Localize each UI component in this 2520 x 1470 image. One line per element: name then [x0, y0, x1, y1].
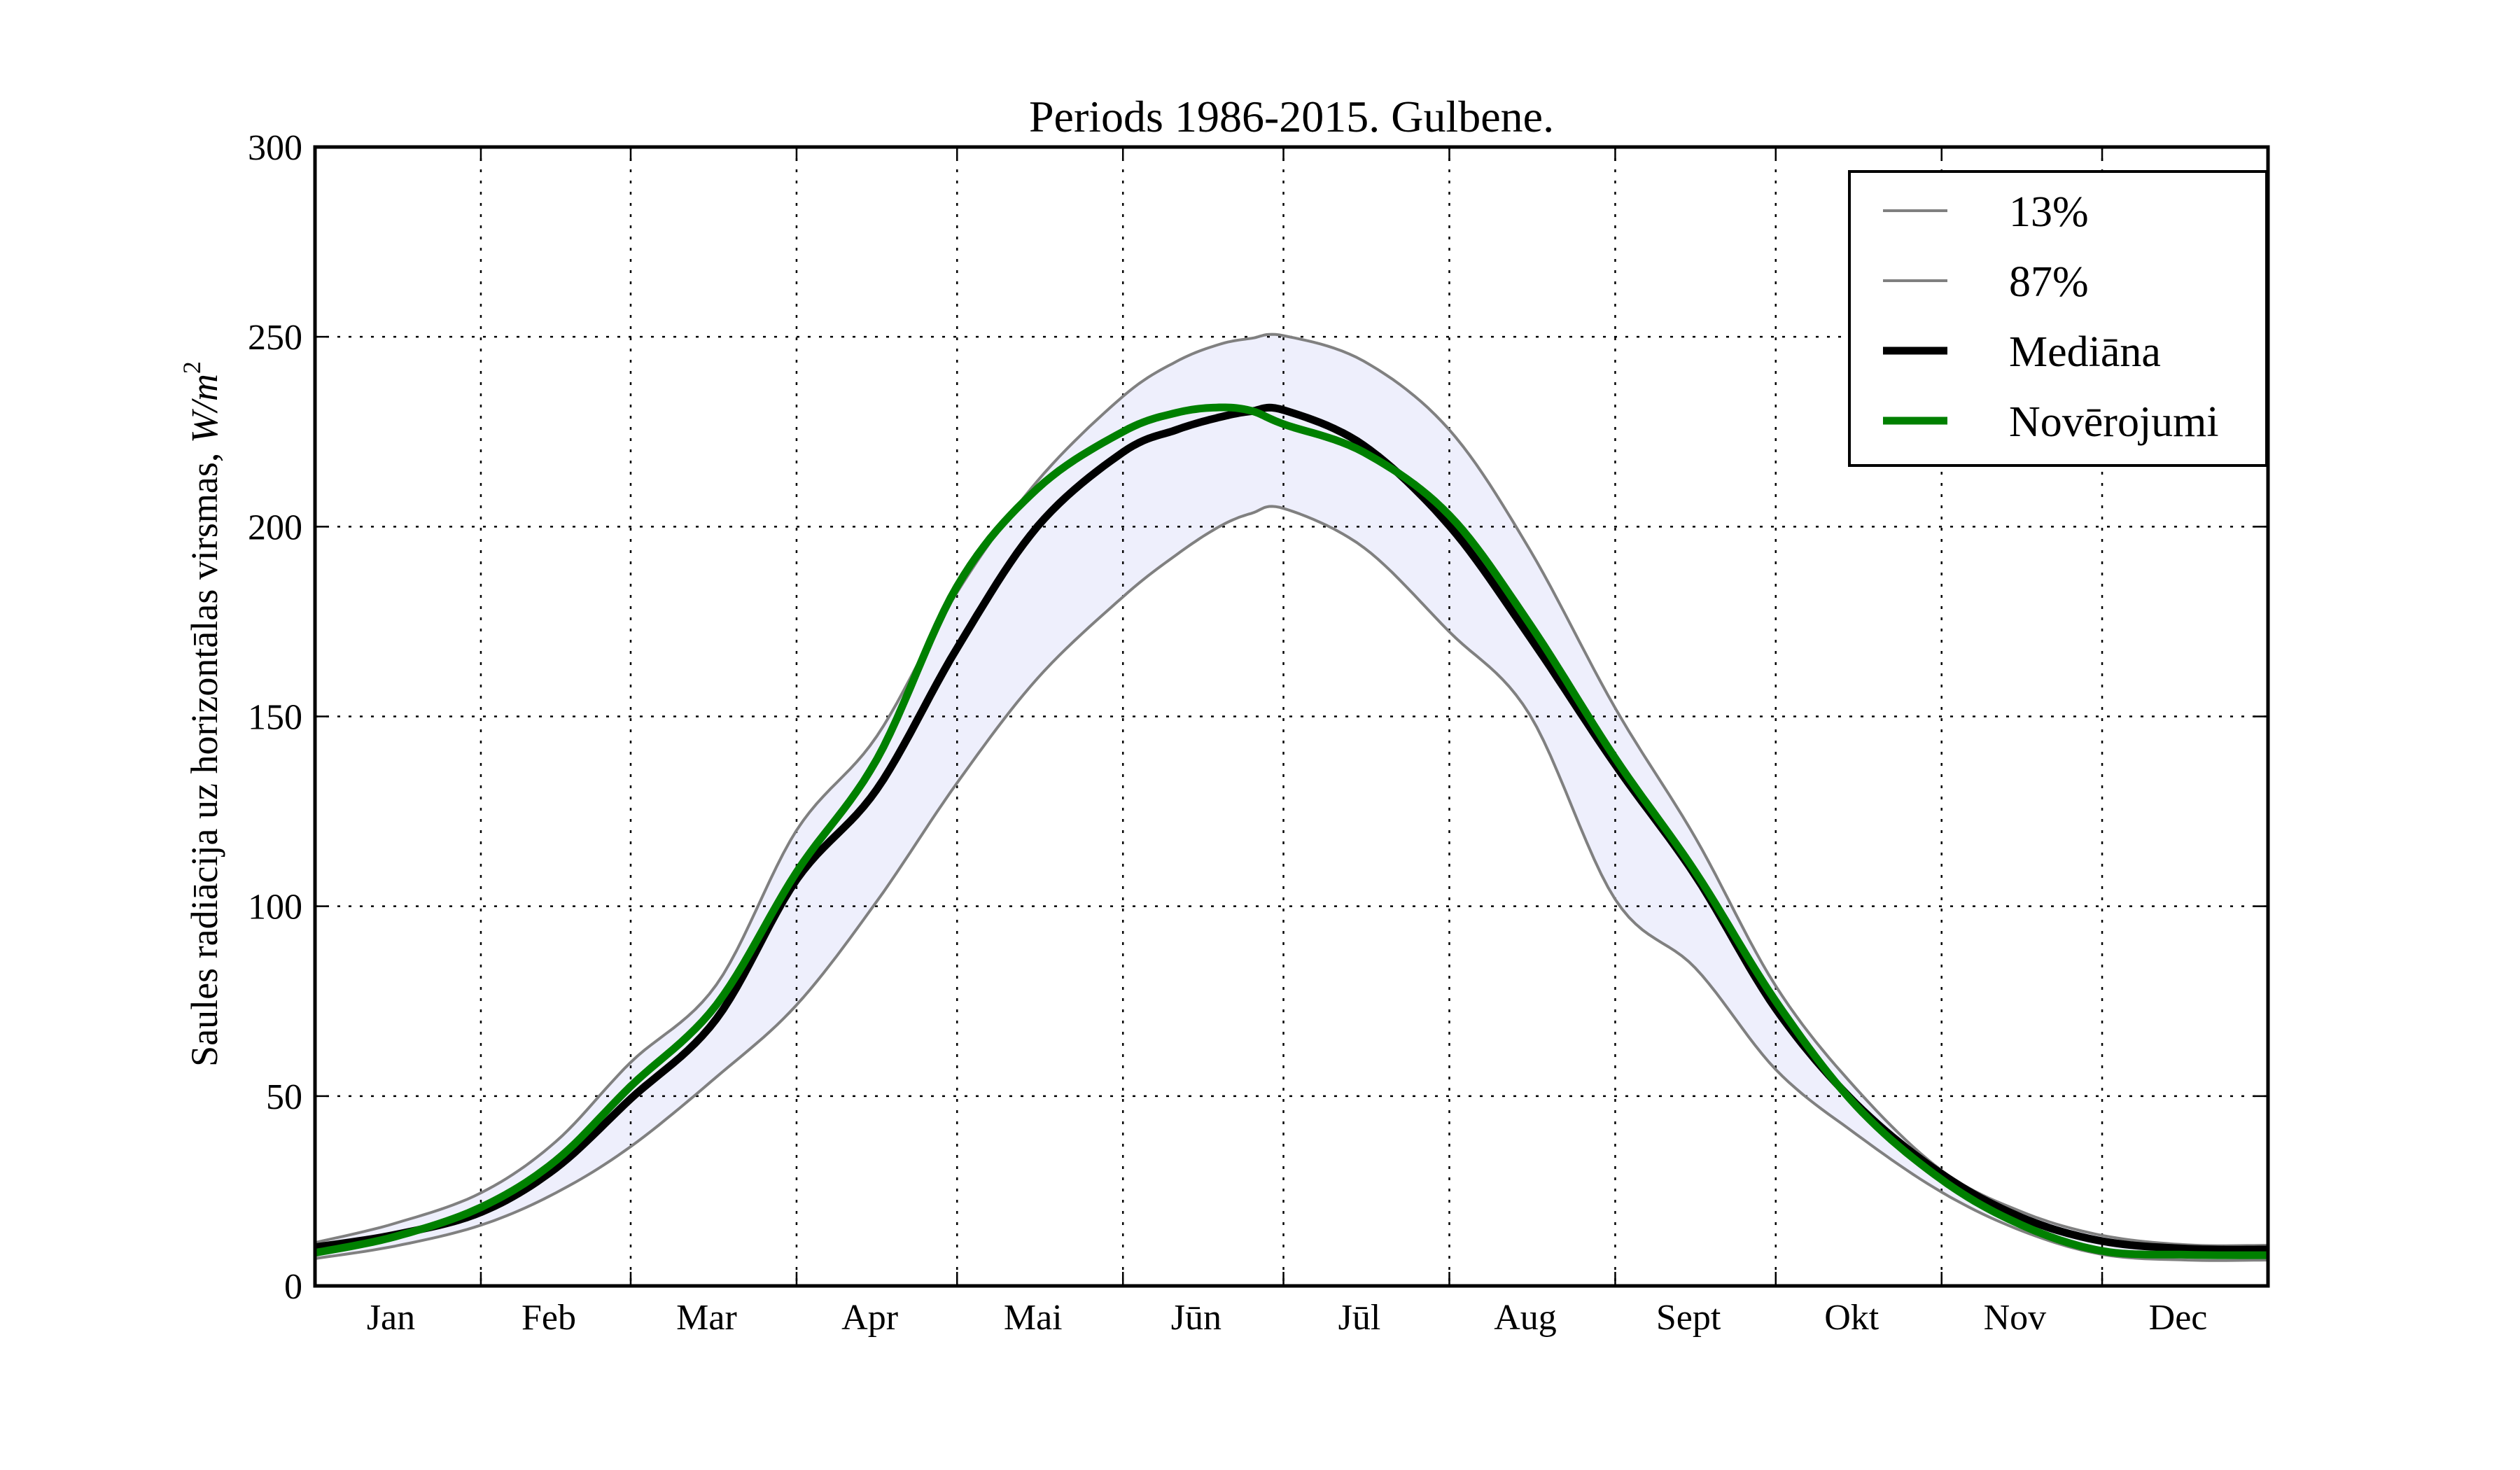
x-tick-label: Dec — [2149, 1298, 2208, 1338]
percentile-band — [315, 334, 2268, 1261]
y-axis-label-unit: W/m — [183, 374, 225, 443]
y-tick-labels: 0 50 100 150 200 250 300 — [248, 128, 302, 1307]
x-tick-label: Feb — [522, 1298, 576, 1338]
legend: 13% 87% Mediāna Novērojumi — [1848, 170, 2268, 467]
x-tick-labels: Jan Feb Mar Apr Mai Jūn Jūl Aug Sept Okt Nov Dec — [367, 1298, 2208, 1338]
x-tick-label: Jūl — [1338, 1298, 1381, 1338]
legend-label: 13% — [2009, 188, 2089, 236]
legend-label: 87% — [2009, 258, 2089, 306]
y-tick-label: 150 — [248, 698, 302, 738]
y-tick-label: 200 — [248, 507, 302, 547]
series-line-13-lower — [314, 505, 2268, 1262]
y-axis-label: Saules radiācija uz horizontālas virsmas… — [178, 361, 225, 1067]
x-tick-label: Aug — [1494, 1298, 1557, 1338]
x-tick-label: Jan — [367, 1298, 415, 1338]
band-fill — [315, 334, 2268, 1261]
y-tick-label: 0 — [284, 1267, 302, 1307]
series-line-87-upper — [314, 332, 2268, 1247]
series-line-nov-rojumi — [314, 403, 2268, 1259]
legend-label: Novērojumi — [2009, 398, 2219, 446]
x-tick-label: Mai — [1004, 1298, 1063, 1338]
x-tick-label: Apr — [841, 1298, 898, 1338]
x-tick-label: Okt — [1824, 1298, 1879, 1338]
legend-box — [1848, 170, 2268, 467]
y-tick-label: 250 — [248, 318, 302, 358]
y-axis-label-text: Saules radiācija uz horizontālas virsmas… — [183, 443, 225, 1067]
x-tick-label: Mar — [676, 1298, 737, 1338]
y-axis-label-exponent: 2 — [178, 361, 206, 374]
x-tick-label: Sept — [1656, 1298, 1721, 1338]
y-tick-label: 50 — [266, 1077, 302, 1117]
y-tick-label: 100 — [248, 888, 302, 927]
axis-ticks — [314, 146, 2269, 1287]
chart-title: Periods 1986-2015. Gulbene. — [1029, 92, 1554, 141]
y-tick-label: 300 — [248, 128, 302, 168]
legend-label: Mediāna — [2009, 328, 2161, 376]
x-tick-label: Jūn — [1171, 1298, 1222, 1338]
x-tick-label: Nov — [1984, 1298, 2047, 1338]
series-lines — [314, 332, 2268, 1262]
